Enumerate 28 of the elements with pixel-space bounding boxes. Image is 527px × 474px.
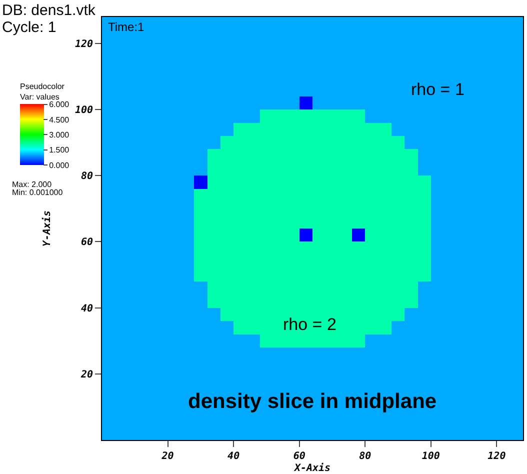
color-bar-label: 1.500 <box>49 146 70 155</box>
annotation: Time:1 <box>108 20 145 34</box>
color-bar-label: 6.000 <box>49 100 70 110</box>
x-tick-label: 120 <box>488 451 506 462</box>
chart-title: DB: dens1.vtk <box>2 2 96 19</box>
text: Max: 2.000 <box>12 180 52 189</box>
y-tick-label: 40 <box>80 303 93 314</box>
text: Min: 0.001000 <box>12 188 64 197</box>
x-tick-label: 60 <box>293 451 306 462</box>
chart-subtitle: Cycle: 1 <box>2 19 56 36</box>
y-tick-label: 80 <box>80 171 93 182</box>
y-tick-label: 20 <box>80 369 93 380</box>
y-tick-label: 60 <box>80 237 93 248</box>
x-tick-label: 40 <box>228 451 240 462</box>
annotation: density slice in midplane <box>188 390 437 413</box>
x-tick-label: 20 <box>160 451 174 462</box>
color-bar-label: 4.500 <box>49 115 70 124</box>
y-axis-title: Y-Axis <box>40 210 53 247</box>
x-tick-label: 100 <box>422 451 440 462</box>
x-tick-label: 80 <box>359 451 372 462</box>
annotation: rho = 2 <box>283 315 336 334</box>
x-axis-title: X-Axis <box>293 462 331 474</box>
y-tick-label: 120 <box>74 38 93 50</box>
color-bar-label: 0.000 <box>49 160 70 170</box>
color-bar-title: Pseudocolor Var: values <box>20 82 65 102</box>
color-bar-label: 3.000 <box>49 130 70 140</box>
y-tick-label: 100 <box>74 105 93 116</box>
annotation: rho = 1 <box>411 80 464 99</box>
